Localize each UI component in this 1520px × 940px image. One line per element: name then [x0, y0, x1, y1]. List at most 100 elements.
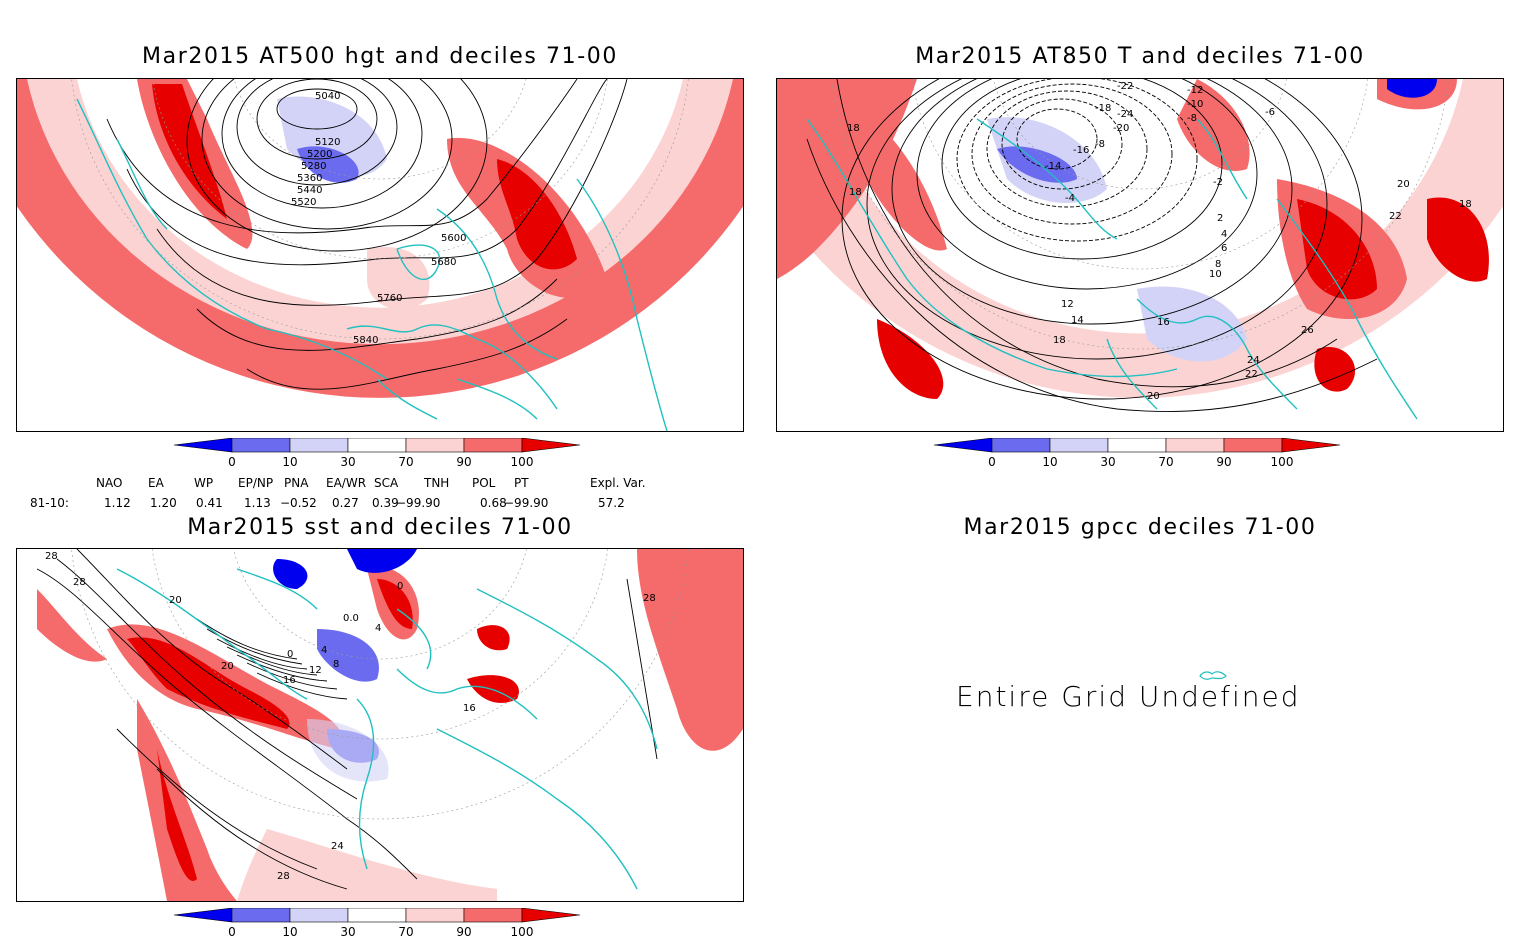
sst-contour-label: 0	[397, 581, 403, 592]
t850-contour-label: 18	[1053, 335, 1066, 346]
z500-map: 5040 5120 5200 5280 5360 5440 5520 5600 …	[16, 78, 744, 432]
sst-contour-label: 0.0	[343, 613, 359, 624]
index-value: 0.41	[196, 496, 223, 510]
z500-title: Mar2015 AT500 hgt and deciles 71-00	[142, 44, 618, 69]
t850-contour-label: 14	[1071, 315, 1084, 326]
t850-contour-label: 4	[1221, 229, 1227, 240]
colorbar-tick-label: 30	[1100, 455, 1115, 469]
t850-contour-label: 8	[1215, 259, 1221, 270]
index-value: −99.90	[504, 496, 549, 510]
colorbar-tick-label: 0	[228, 455, 236, 469]
t850-contour-label: -10	[1187, 99, 1203, 110]
sst-contour-label: 0	[287, 649, 293, 660]
colorbar-segment	[1223, 438, 1283, 453]
colorbar-left-top: 0 10 30 70 90 100	[174, 438, 581, 469]
index-row-label: 81-10:	[30, 496, 69, 510]
sst-map: 28 28 20 20 16 12 8 4 0 0.0 4 0 16 24 28…	[16, 548, 744, 902]
z500-contour-label: 5840	[353, 335, 378, 346]
t850-contour-label: 10	[1209, 269, 1222, 280]
z500-contour-label: 5280	[301, 161, 326, 172]
t850-contour-label: -8	[1095, 139, 1105, 150]
gpcc-undefined-message: Entire Grid Undefined	[956, 680, 1301, 713]
sst-contour-label: 28	[73, 577, 86, 588]
t850-contour-label: 6	[1221, 243, 1227, 254]
decile-patch-cold	[347, 549, 417, 573]
t850-contour-label: -8	[1187, 113, 1197, 124]
sst-contour-label: 4	[375, 623, 381, 634]
colorbar-segment	[463, 438, 523, 453]
t850-contour-label: -20	[1113, 123, 1129, 134]
colorbar-tick-label: 90	[1216, 455, 1231, 469]
z500-map-canvas: 5040 5120 5200 5280 5360 5440 5520 5600 …	[17, 79, 743, 431]
index-value: −0.52	[280, 496, 317, 510]
z500-contour-label: 5120	[315, 137, 340, 148]
index-header: EP/NP	[238, 476, 274, 490]
t850-title: Mar2015 AT850 T and deciles 71-00	[915, 44, 1365, 69]
colorbar-segment	[405, 438, 465, 453]
sst-contour-label: 28	[643, 593, 656, 604]
t850-contour-label: -4	[1065, 193, 1075, 204]
colorbar-tick-label: 70	[1158, 455, 1173, 469]
colorbar-segment	[231, 438, 291, 453]
t850-contour-label: 20	[1397, 179, 1410, 190]
index-header: PNA	[284, 476, 309, 490]
colorbar-left-bottom: 0 10 30 70 90 100	[174, 908, 581, 939]
colorbar-tick-label: 10	[282, 455, 297, 469]
colorbar-segment	[1107, 438, 1167, 453]
z500-contour-label: 5360	[297, 173, 322, 184]
t850-contour-label: -22	[1117, 81, 1133, 92]
colorbar-min-arrow	[174, 908, 233, 923]
index-header: SCA	[374, 476, 399, 490]
colorbar-tick-label: 100	[511, 455, 534, 469]
t850-contour-label: 16	[1157, 317, 1170, 328]
sst-title: Mar2015 sst and deciles 71-00	[187, 515, 573, 540]
colorbar-segment	[347, 438, 407, 453]
colorbar-tick-label: 30	[340, 455, 355, 469]
t850-contour-label: 18	[849, 187, 862, 198]
index-header: Expl. Var.	[590, 476, 646, 490]
colorbar-max-arrow	[521, 908, 581, 923]
index-value: 0.27	[332, 496, 359, 510]
colorbar-segment	[289, 438, 349, 453]
colorbar-tick-label: 90	[456, 455, 471, 469]
colorbar-tick-label: 0	[988, 455, 996, 469]
index-value: 1.12	[104, 496, 131, 510]
colorbar-max-arrow	[521, 438, 581, 453]
colorbar-segment	[405, 908, 465, 923]
sst-contour-label: 12	[309, 665, 322, 676]
t850-contour-label: -12	[1187, 85, 1203, 96]
colorbar-segment	[347, 908, 407, 923]
t850-contour-label: 22	[1389, 211, 1402, 222]
colorbar-segment	[463, 908, 523, 923]
sst-contour-label: 4	[321, 645, 327, 656]
z500-contour-label: 5520	[291, 197, 316, 208]
t850-map-canvas: -22 -18 -12 -10 -8 -6 -24 -20 -14 -16 -8…	[777, 79, 1503, 420]
index-header: TNH	[424, 476, 450, 490]
t850-contour-label: 20	[1147, 391, 1160, 402]
t850-contour-label: 12	[1061, 299, 1074, 310]
colorbar-segment	[231, 908, 291, 923]
colorbar-tick-label: 10	[1042, 455, 1057, 469]
index-value: 0.39	[372, 496, 399, 510]
sst-contour-label: 28	[277, 871, 290, 882]
t850-contour-label: -6	[1265, 107, 1275, 118]
colorbar-tick-label: 90	[456, 925, 471, 939]
t850-contour-label: 18	[847, 123, 860, 134]
t850-contour-label: 24	[1247, 355, 1260, 366]
index-header: EA/WR	[326, 476, 367, 490]
index-header: WP	[194, 476, 214, 490]
colorbar-tick-label: 0	[228, 925, 236, 939]
colorbar-tick-label: 70	[398, 455, 413, 469]
sst-contour-label: 16	[463, 703, 476, 714]
t850-contour-label: 18	[1459, 199, 1472, 210]
colorbar-segment	[289, 908, 349, 923]
z500-contour-label: 5600	[441, 233, 466, 244]
z500-contour-label: 5200	[307, 149, 332, 160]
index-header: NAO	[96, 476, 123, 490]
colorbar-tick-label: 100	[511, 925, 534, 939]
sst-contour-label: 24	[331, 841, 344, 852]
index-header: POL	[472, 476, 496, 490]
colorbar-segment	[991, 438, 1051, 453]
index-header: PT	[514, 476, 529, 490]
sst-map-canvas: 28 28 20 20 16 12 8 4 0 0.0 4 0 16 24 28…	[17, 549, 743, 901]
